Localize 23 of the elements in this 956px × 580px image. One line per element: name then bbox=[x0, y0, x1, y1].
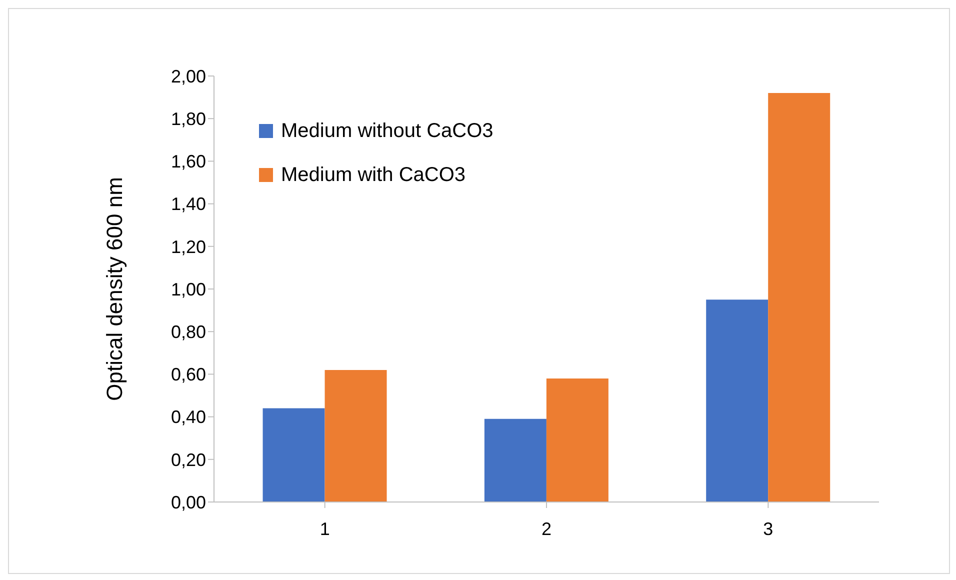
x-tick-label: 3 bbox=[763, 518, 774, 539]
y-tick-label: 0,60 bbox=[170, 364, 206, 385]
y-tick-label: 2,00 bbox=[170, 66, 206, 86]
y-tick-label: 1,60 bbox=[170, 152, 206, 172]
legend-label: Medium without CaCO3 bbox=[281, 119, 494, 144]
bar bbox=[768, 93, 830, 502]
legend-label: Medium with CaCO3 bbox=[281, 163, 466, 188]
y-tick-label: 0,20 bbox=[170, 450, 206, 470]
x-tick-label: 2 bbox=[541, 518, 552, 539]
bar bbox=[706, 300, 768, 502]
bar bbox=[324, 370, 387, 502]
bar bbox=[484, 418, 546, 502]
y-tick-label: 1,20 bbox=[170, 236, 206, 257]
y-tick-label: 1,80 bbox=[170, 108, 206, 129]
y-tick-label: 0,00 bbox=[170, 492, 206, 512]
bar bbox=[546, 378, 608, 502]
y-tick-label: 1,00 bbox=[170, 279, 206, 300]
y-tick-label: 0,40 bbox=[170, 407, 206, 428]
x-tick-label: 1 bbox=[320, 518, 330, 539]
y-tick-label: 0,80 bbox=[170, 322, 206, 342]
y-axis-title: Optical density 600 nm bbox=[102, 177, 127, 401]
bar bbox=[262, 408, 325, 502]
y-tick-label: 1,40 bbox=[170, 194, 206, 214]
